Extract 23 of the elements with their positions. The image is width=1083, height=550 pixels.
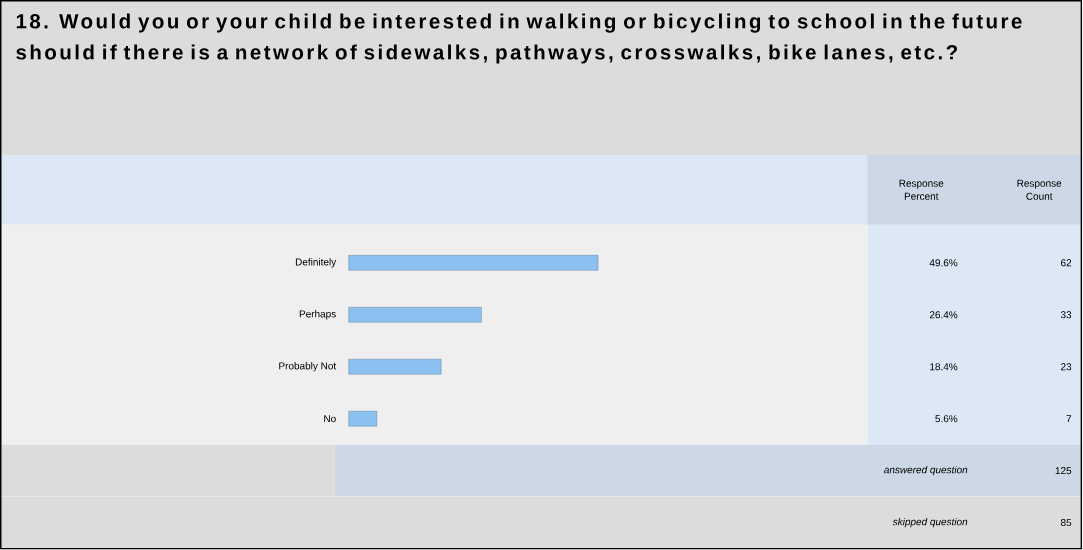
text: 23 [1061,363,1072,371]
data-label: 5.6% [935,415,958,423]
y-tick-label: Definitely [295,258,337,268]
bar [348,411,378,427]
text: answered question [884,466,968,476]
bar [348,307,482,323]
text: 33 [1060,311,1072,319]
text: skipped question [892,518,968,528]
text: 62 [1061,259,1072,267]
chart-title: 18. Would you or your child be interested in walking or bicycling to school in the future should if there is a network of sidewalks, pathways, crosswalks, bike lanes, etc.? [16,13,1022,64]
bar [348,255,599,271]
text: 125 [1055,467,1072,475]
text: Response Count [1017,180,1062,201]
text: 7 [1066,415,1072,423]
data-label: 18.4% [930,363,958,371]
y-tick-label: Probably Not [279,362,337,372]
y-tick-label: Perhaps [299,310,336,320]
data-label: 49.6% [929,259,958,267]
data-label: 26.4% [929,311,958,319]
bar [348,359,442,375]
text: Response Percent [899,180,944,201]
text: 85 [1060,519,1072,527]
y-tick-label: No [324,415,336,423]
